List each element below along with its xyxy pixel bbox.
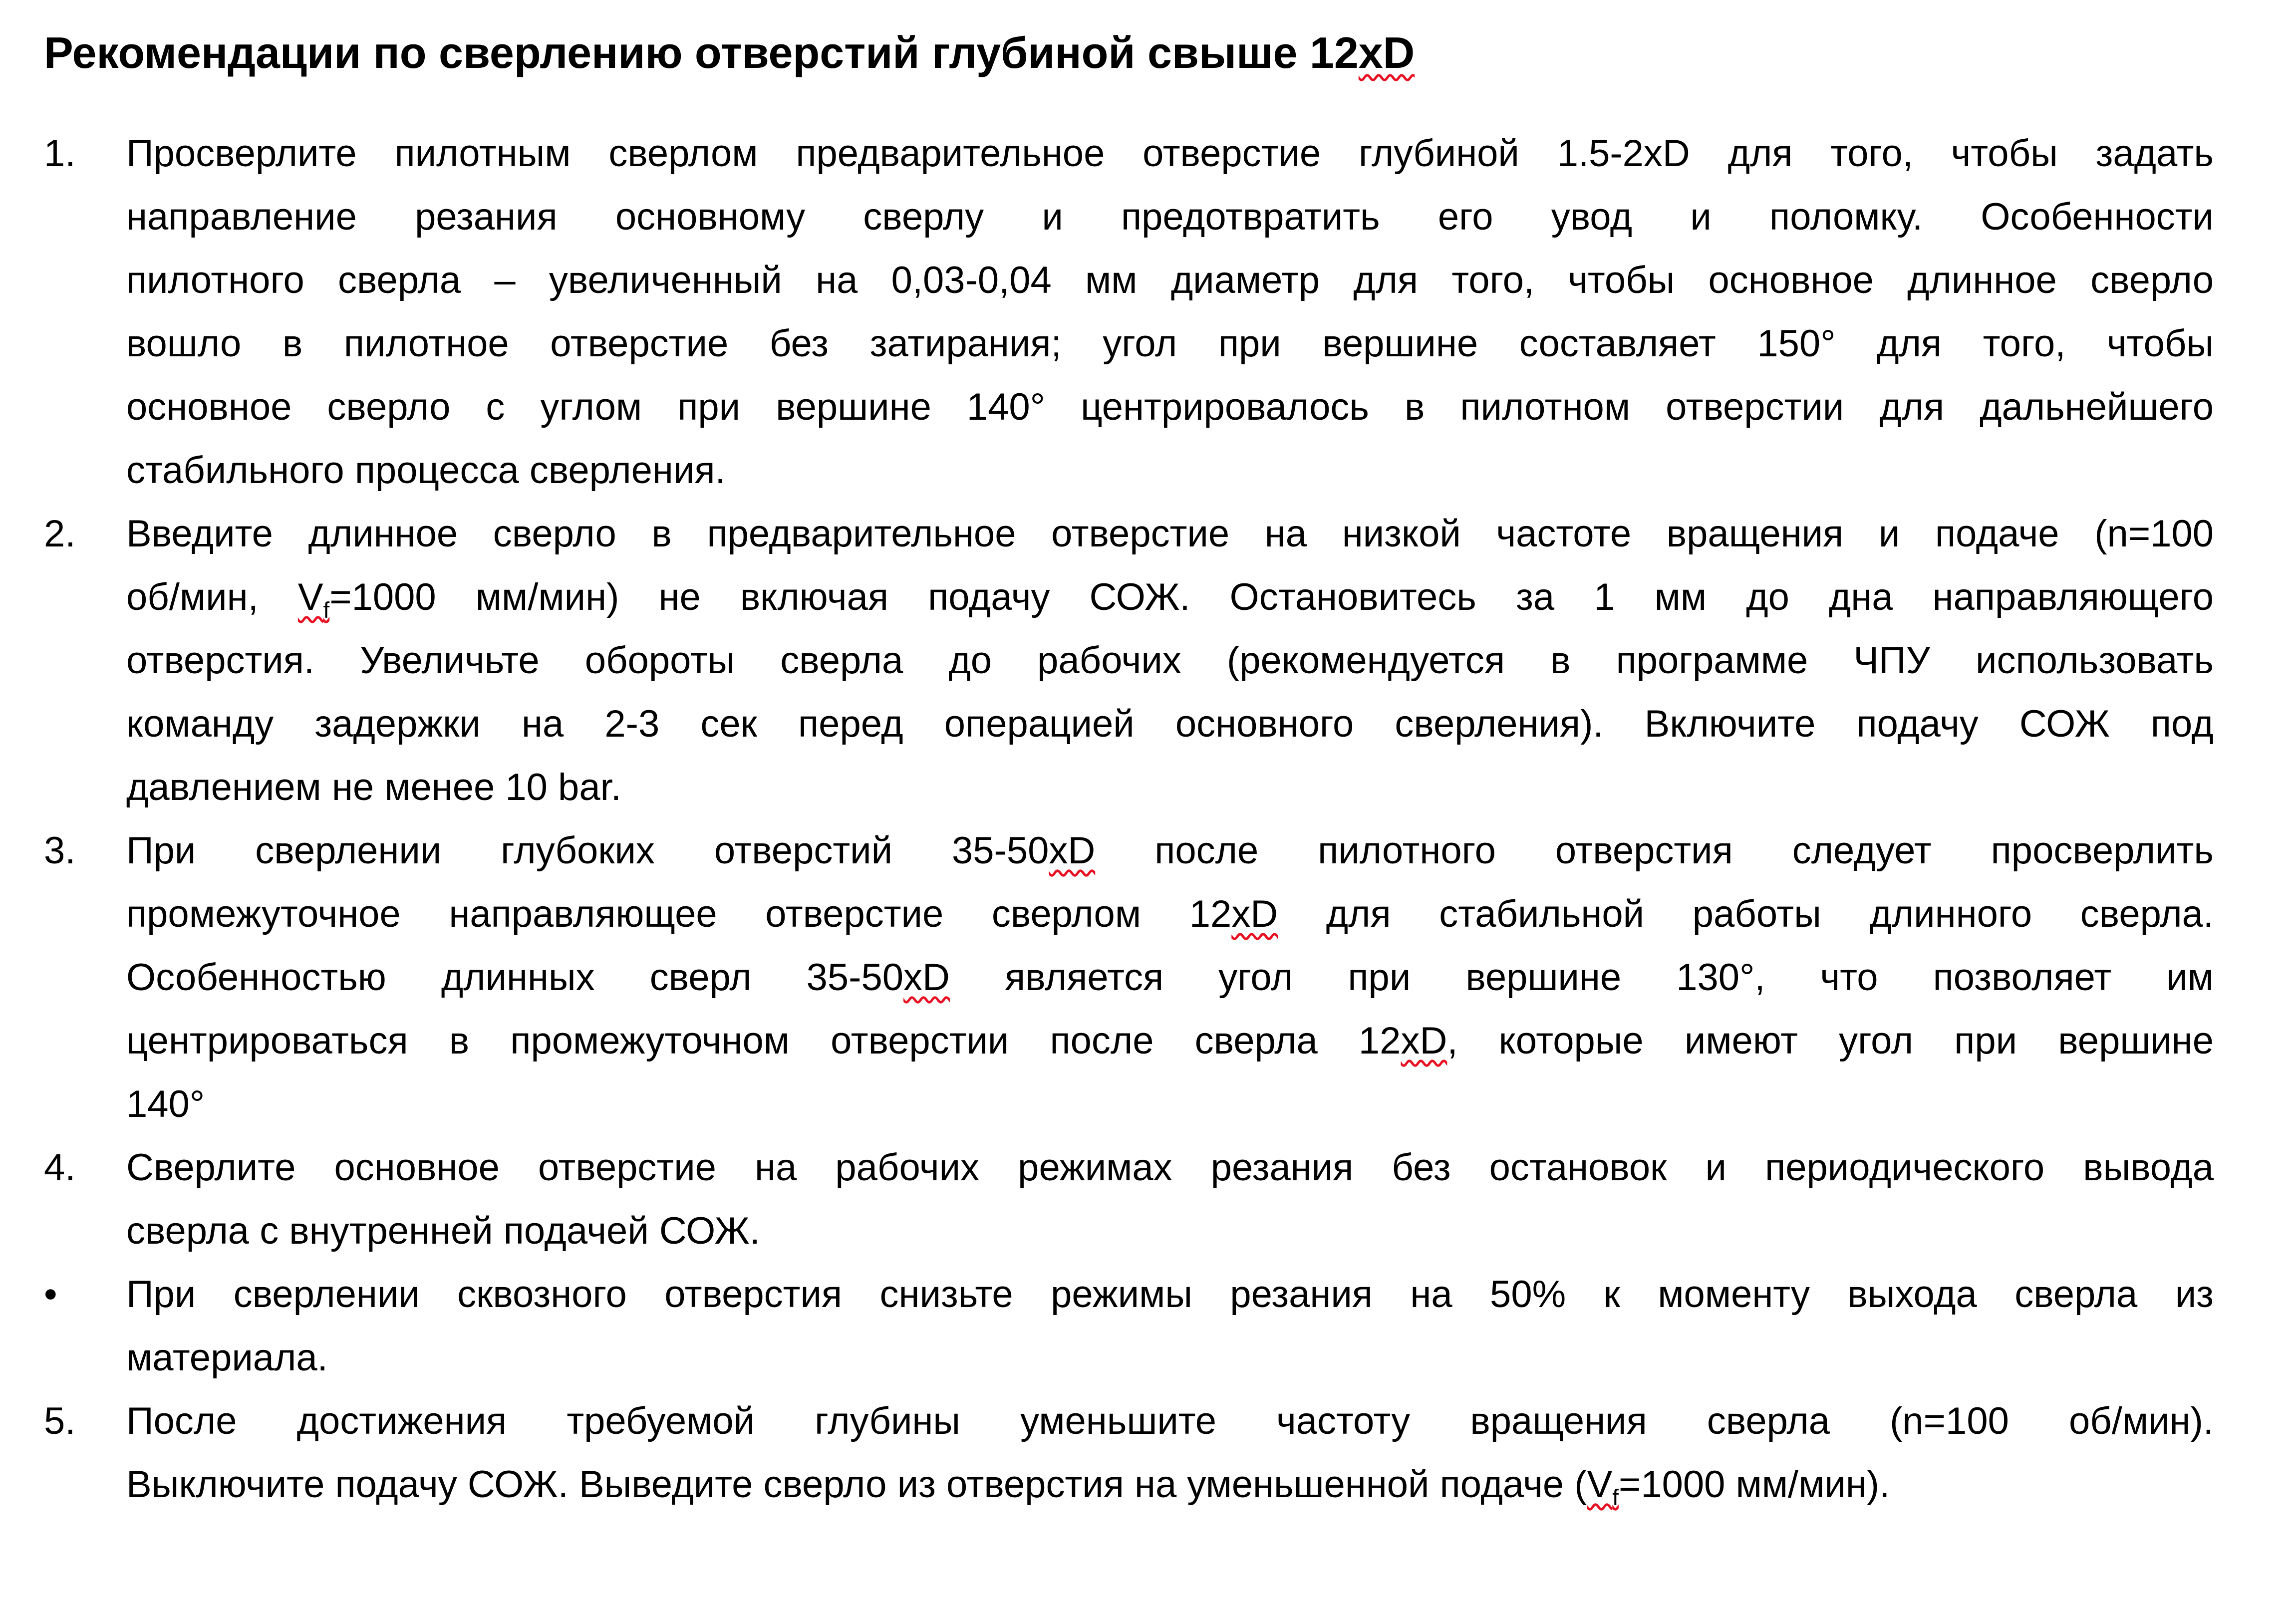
text-line: Выключите подачу СОЖ. Выведите сверло из… (126, 1453, 2214, 1516)
text-segment: пилотного сверла – увеличенный на 0,03-0… (126, 259, 2214, 301)
text-segment: Сверлите основное отверстие на рабочих р… (126, 1146, 2214, 1189)
text-segment: , которые имеют угол при вершине (1447, 1020, 2214, 1062)
item-number: 1. (44, 132, 76, 175)
text-segment: давлением не менее 10 bar. (126, 766, 621, 808)
text-line: Просверлите пилотным сверлом предварител… (126, 122, 2214, 185)
spellcheck-flagged-text: xD (1049, 829, 1096, 872)
subscript-text: f (323, 597, 330, 623)
spellcheck-flagged-text: Vf (1587, 1463, 1619, 1511)
text-segment: Введите длинное сверло в предварительное… (126, 513, 2214, 555)
item-number: 3. (44, 829, 76, 872)
text-line: 140° (126, 1072, 2214, 1136)
text-segment: промежуточное направляющее отверстие све… (126, 893, 1232, 935)
text-segment: отверстия. Увеличьте обороты сверла до р… (126, 639, 2214, 682)
bullet-list-item: • При сверлении сквозного отверстия снизь… (44, 1263, 2214, 1389)
text-segment: сверла с внутренней подачей СОЖ. (126, 1210, 760, 1252)
numbered-list-item-2: 2. Введите длинное сверло в предварительн… (44, 502, 2214, 819)
numbered-list-item-1: 1. Просверлите пилотным сверлом предварит… (44, 122, 2214, 502)
text-line: основное сверло с углом при вершине 140°… (126, 375, 2214, 439)
text-segment: После достижения требуемой глубины умень… (126, 1400, 2214, 1442)
text-segment: =1000 мм/мин). (1618, 1463, 1890, 1506)
bullet-marker: • (44, 1273, 57, 1316)
text-segment: Особенностью длинных сверл 35-50 (126, 956, 904, 999)
text-segment: является угол при вершине 130°, что позв… (949, 956, 2214, 999)
text-line: сверла с внутренней подачей СОЖ. (126, 1199, 2214, 1263)
text-line: давлением не менее 10 bar. (126, 756, 2214, 819)
text-line: об/мин, Vf=1000 мм/мин) не включая подач… (126, 565, 2214, 629)
text-segment: материала. (126, 1336, 328, 1379)
document-title: Рекомендации по сверлению отверстий глуб… (44, 22, 2214, 84)
text-line: Введите длинное сверло в предварительное… (126, 502, 2214, 565)
text-line: вошло в пилотное отверстие без затирания… (126, 312, 2214, 375)
text-segment: вошло в пилотное отверстие без затирания… (126, 322, 2214, 365)
text-segment: =1000 мм/мин) не включая подачу СОЖ. Ост… (329, 576, 2214, 618)
spellcheck-flagged-text: xD (903, 956, 950, 999)
item-number: 2. (44, 513, 76, 555)
text-line: центрироваться в промежуточном отверстии… (126, 1009, 2214, 1072)
numbered-list-item-3: 3. При сверлении глубоких отверстий 35-50… (44, 819, 2214, 1136)
text-segment: для стабильной работы длинного сверла. (1278, 893, 2214, 935)
text-segment: Выключите подачу СОЖ. Выведите сверло из… (126, 1463, 1587, 1506)
spellcheck-flagged-text: xD (1358, 28, 1415, 77)
text-segment: 140° (126, 1083, 205, 1125)
text-line: пилотного сверла – увеличенный на 0,03-0… (126, 249, 2214, 312)
numbered-list-item-5: 5. После достижения требуемой глубины уме… (44, 1389, 2214, 1516)
text-segment: центрироваться в промежуточном отверстии… (126, 1020, 1401, 1062)
subscript-text: f (1612, 1485, 1619, 1511)
text-segment: об/мин, (126, 576, 298, 618)
text-line: При сверлении глубоких отверстий 35-50xD… (126, 819, 2214, 882)
text-segment: после пилотного отверстия следует просве… (1095, 829, 2214, 872)
text-line: стабильного процесса сверления. (126, 439, 2214, 502)
text-segment: Просверлите пилотным сверлом предварител… (126, 132, 2214, 175)
text-segment: При сверлении сквозного отверстия снизьт… (126, 1273, 2214, 1316)
spellcheck-flagged-text: xD (1401, 1020, 1447, 1062)
spellcheck-flagged-text: Vf (297, 576, 330, 623)
text-segment: Рекомендации по сверлению отверстий глуб… (44, 28, 1359, 77)
text-segment: основное сверло с углом при вершине 140°… (126, 386, 2214, 428)
text-segment: При сверлении глубоких отверстий 35-50 (126, 829, 1049, 872)
text-line: направление резания основному сверлу и п… (126, 185, 2214, 249)
text-line: После достижения требуемой глубины умень… (126, 1389, 2214, 1453)
text-line: При сверлении сквозного отверстия снизьт… (126, 1263, 2214, 1326)
numbered-list-item-4: 4. Сверлите основное отверстие на рабочих… (44, 1136, 2214, 1263)
item-number: 4. (44, 1146, 76, 1189)
text-line: Сверлите основное отверстие на рабочих р… (126, 1136, 2214, 1199)
text-segment: команду задержки на 2-3 сек перед операц… (126, 703, 2214, 745)
text-segment: направление резания основному сверлу и п… (126, 196, 2214, 238)
text-line: команду задержки на 2-3 сек перед операц… (126, 692, 2214, 756)
text-line: промежуточное направляющее отверстие све… (126, 882, 2214, 946)
text-line: Особенностью длинных сверл 35-50xD являе… (126, 946, 2214, 1009)
text-segment: стабильного процесса сверления. (126, 449, 726, 492)
item-number: 5. (44, 1400, 76, 1442)
text-line: материала. (126, 1326, 2214, 1389)
recommendation-list: 1. Просверлите пилотным сверлом предварит… (44, 122, 2214, 1516)
text-line: отверстия. Увеличьте обороты сверла до р… (126, 629, 2214, 692)
spellcheck-flagged-text: xD (1231, 893, 1278, 935)
